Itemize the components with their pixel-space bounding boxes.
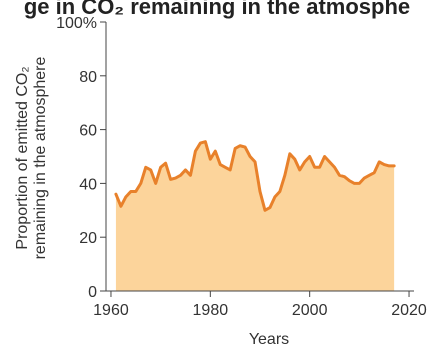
y-axis-title-line-2: remaining in the atmosphere <box>32 57 49 260</box>
y-tick-label: 20 <box>79 230 97 247</box>
x-axis-title: Years <box>249 331 289 348</box>
y-tick-label: 40 <box>79 176 97 193</box>
y-tick-label: 80 <box>79 69 97 86</box>
clipped-chart-title: ge in CO₂ remaining in the atmosphe <box>24 0 410 19</box>
y-tick-label: 60 <box>79 123 97 140</box>
x-tick-label: 2020 <box>391 302 427 319</box>
x-tick-label: 2000 <box>292 302 328 319</box>
series-line <box>114 140 396 212</box>
x-tick-label: 1980 <box>193 302 229 319</box>
series-area-fill <box>115 141 395 291</box>
y-tick-label: 100% <box>56 15 97 32</box>
x-tick-label: 1960 <box>93 302 129 319</box>
y-axis-title-line-1: Proportion of emitted CO₂ <box>14 66 31 249</box>
y-tick-label: 0 <box>88 284 97 301</box>
